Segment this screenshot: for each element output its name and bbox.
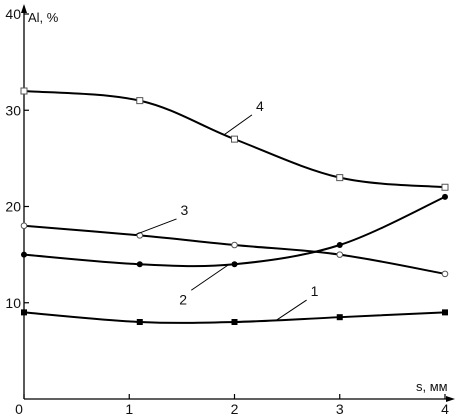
series-leader-line [276, 299, 307, 321]
series-leader-line [223, 114, 253, 136]
series-label: 3 [181, 202, 189, 218]
series-leader-line [134, 218, 177, 236]
data-point [136, 319, 143, 325]
y-tick-label: 10 [5, 295, 21, 311]
data-point [336, 242, 343, 248]
data-point [136, 97, 144, 105]
y-axis-label: Al, % [28, 10, 59, 25]
y-axis-arrow [21, 4, 27, 13]
data-point [442, 193, 448, 200]
data-point [441, 183, 449, 191]
data-point [336, 174, 344, 182]
series-label: 2 [179, 291, 187, 307]
data-point [20, 87, 28, 95]
series-group: 1 2 3 4 [20, 87, 449, 325]
series-label: 4 [256, 98, 264, 114]
data-point [21, 309, 27, 316]
series-1: 1 [21, 283, 448, 325]
data-point [136, 261, 143, 268]
series-label: 1 [311, 283, 319, 299]
x-tick-label: 1 [125, 401, 133, 416]
data-point [21, 251, 27, 258]
axes: 0 1 2 3 4 10 20 30 40 Al, % s, мм [5, 4, 455, 416]
x-axis-label: s, мм [416, 379, 448, 394]
ticks: 0 1 2 3 4 10 20 30 40 [5, 6, 449, 416]
x-tick-label: 0 [15, 401, 23, 416]
y-tick-label: 30 [5, 102, 21, 118]
data-point [20, 222, 28, 230]
data-point [231, 135, 238, 143]
series-2: 2 [21, 193, 448, 307]
series-leader-line [190, 263, 230, 291]
data-point [336, 251, 344, 258]
series-3: 3 [20, 202, 449, 278]
x-tick-label: 3 [336, 401, 344, 416]
data-point [442, 309, 448, 316]
y-tick-label: 40 [5, 6, 21, 22]
x-tick-label: 2 [231, 401, 239, 416]
y-tick-label: 20 [5, 199, 21, 215]
data-point [231, 319, 238, 325]
x-axis-arrow [446, 396, 455, 402]
data-point [336, 314, 343, 321]
x-tick-label: 4 [441, 401, 449, 416]
data-point [231, 261, 238, 268]
data-point [441, 270, 449, 278]
series-4: 4 [20, 87, 449, 191]
data-point [231, 241, 238, 249]
